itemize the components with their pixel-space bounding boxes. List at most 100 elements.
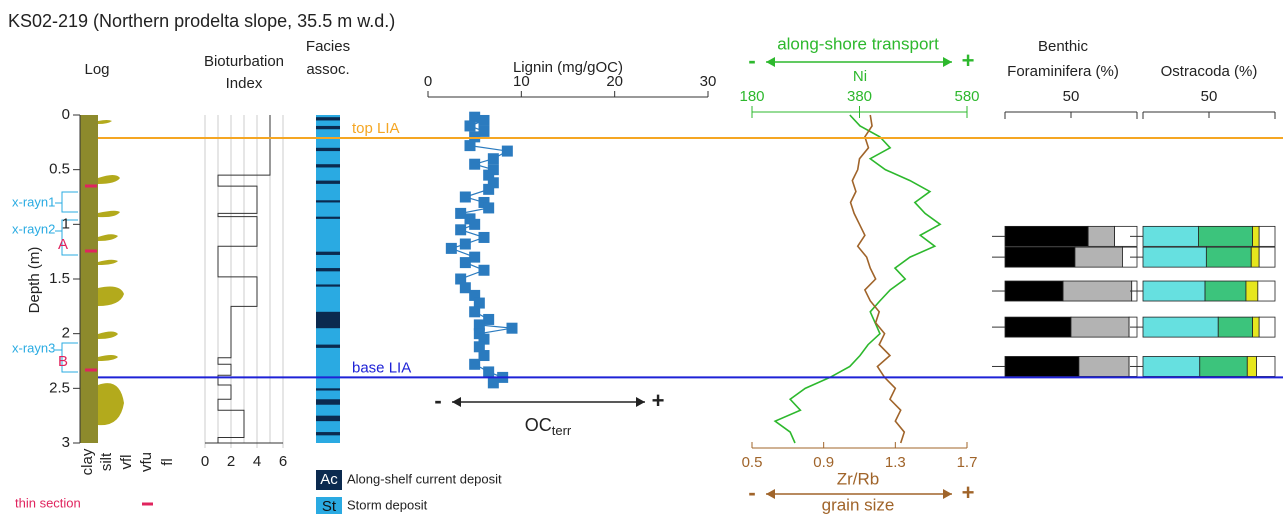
bar-segment [1256, 356, 1276, 377]
lignin-point [455, 207, 467, 219]
lignin-point [469, 111, 481, 123]
sample-label: A [58, 236, 68, 253]
legend-code: Ac [320, 471, 338, 488]
y-tick-label: 0 [62, 106, 70, 123]
bar-segment [1250, 246, 1260, 268]
bar-segment [1258, 246, 1276, 268]
ac-interval [316, 180, 340, 184]
lignin-point [487, 177, 499, 189]
x-tick-label: 50 [1063, 88, 1080, 105]
bioturbation-line [217, 115, 271, 443]
bar-segment [1217, 316, 1253, 338]
lignin-point [469, 306, 481, 318]
bar-segment [1004, 280, 1064, 302]
lignin-point [459, 191, 471, 203]
ac-interval [316, 415, 340, 422]
bar-segment [1252, 316, 1260, 338]
x-tick-label: 50 [1201, 88, 1218, 105]
sample-label: B [58, 353, 68, 370]
ac-interval [316, 164, 340, 168]
x-tick-label: 580 [954, 88, 979, 105]
annotation-plus: + [962, 480, 975, 505]
ac-interval [316, 268, 340, 272]
bar-segment [1142, 225, 1199, 247]
bar-segment [1142, 356, 1201, 377]
x-tick-label: 20 [606, 73, 623, 90]
bar-segment [1258, 225, 1276, 247]
x-tick-label: 4 [253, 453, 261, 470]
lignin-point [483, 366, 495, 378]
lignin-point [483, 313, 495, 325]
ac-interval [316, 284, 340, 287]
xray-label: x-rayn3 [12, 340, 55, 355]
lignin-point [469, 218, 481, 230]
bar-segment [1246, 356, 1257, 377]
bar-segment [1142, 316, 1219, 338]
lignin-point [455, 273, 467, 285]
xray-label: x-rayn1 [12, 194, 55, 209]
ac-interval [316, 117, 340, 121]
bar-segment [1258, 316, 1276, 338]
bar-segment [1252, 225, 1260, 247]
x-tick-label: 180 [739, 88, 764, 105]
legend-label: Storm deposit [347, 497, 428, 512]
x-tick-label: 10 [513, 73, 530, 90]
lignin-point [473, 297, 485, 309]
bar-segment [1062, 280, 1133, 302]
lignin-point [478, 125, 490, 137]
lignin-point [469, 131, 481, 143]
series-name: Ni [853, 68, 867, 85]
lignin-point [464, 120, 476, 132]
bar-segment [1142, 246, 1207, 268]
lithology-log [80, 115, 185, 443]
y-tick-label: 1 [62, 215, 70, 232]
bar-segment [1142, 280, 1206, 302]
ac-interval [316, 251, 340, 255]
lignin-point [469, 358, 481, 370]
lignin-point [473, 341, 485, 353]
bar-segment [1004, 356, 1080, 377]
x-tick-label: 6 [279, 453, 287, 470]
legend-code: St [322, 498, 337, 514]
bar-segment [1004, 225, 1089, 247]
grain-size-label: fl [159, 458, 176, 466]
bar-segment [1257, 280, 1276, 302]
y-tick-label: 2 [62, 325, 70, 342]
x-tick-label: 2 [227, 453, 235, 470]
chart-title: Bioturbation [204, 53, 284, 70]
bar-segment [1245, 280, 1259, 302]
annotation-minus: - [434, 388, 441, 413]
lignin-point [506, 322, 518, 334]
x-tick-label: 380 [847, 88, 872, 105]
figure-title: KS02-219 (Northern prodelta slope, 35.5 … [8, 11, 395, 31]
lignin-point [469, 158, 481, 170]
lignin-point [459, 238, 471, 250]
bar-segment [1087, 225, 1115, 247]
horizon-label: base LIA [352, 359, 411, 376]
x2-tick-label: 1.3 [885, 454, 906, 471]
bar-segment [1078, 356, 1130, 377]
ac-interval [316, 344, 340, 348]
depth-axis-label: Depth (m) [26, 247, 43, 314]
y-tick-label: 3 [62, 434, 70, 451]
y-tick-label: 1.5 [49, 270, 70, 287]
bar-segment [1199, 356, 1248, 377]
thin-section-markers [85, 184, 153, 506]
annotation-label-main: OC [525, 415, 552, 435]
facies-title: assoc. [306, 61, 349, 78]
x-tick-label: 30 [700, 73, 717, 90]
chart-title: Index [226, 75, 263, 92]
annotation-label: OCterr [525, 415, 572, 439]
ac-interval [316, 125, 340, 130]
ac-interval [316, 432, 340, 436]
lignin-point [455, 224, 467, 236]
annotation-title: along-shore transport [777, 34, 939, 53]
lignin-point [487, 377, 499, 389]
horizon-label: top LIA [352, 120, 400, 137]
ac-interval [316, 311, 340, 329]
grain-size-label: vfu [138, 452, 155, 472]
series-line [849, 114, 906, 444]
legend-swatch [316, 497, 342, 514]
bar-segment [1004, 316, 1072, 338]
